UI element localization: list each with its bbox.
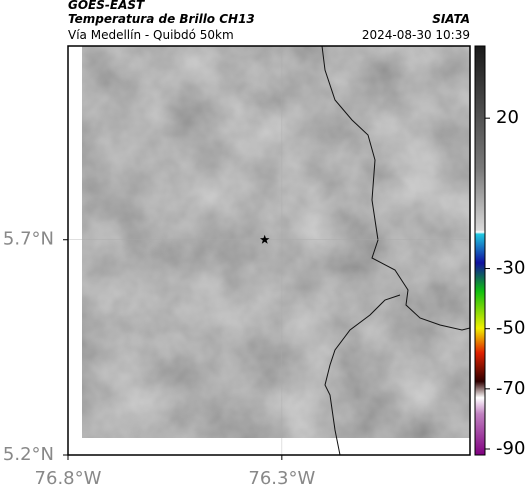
location-marker [260,234,270,244]
map-area [68,46,470,455]
x-tick-label: 76.3°W [248,468,315,489]
org: SIATA [432,12,470,26]
datetime: 2024-08-30 10:39 [362,28,470,42]
colorbar [474,45,486,456]
colorbar-label: -90 [496,438,525,459]
colorbar-label: -70 [496,378,525,399]
satellite-image [82,46,470,438]
subtitle: Vía Medellín - Quibdó 50km [68,28,234,42]
map-frame [67,45,471,456]
y-tick-label: 5.7°N [3,229,54,250]
colorbar-label: -30 [496,258,525,279]
colorbar-label: -50 [496,318,525,339]
y-tick-label: 5.2°N [3,444,54,465]
title: Temperatura de Brillo CH13 [68,12,255,26]
border [321,46,470,331]
colorbar-label: 20 [496,107,519,128]
source: GOES-EAST [68,0,145,12]
x-tick-label: 76.8°W [35,468,102,489]
border [324,294,401,455]
